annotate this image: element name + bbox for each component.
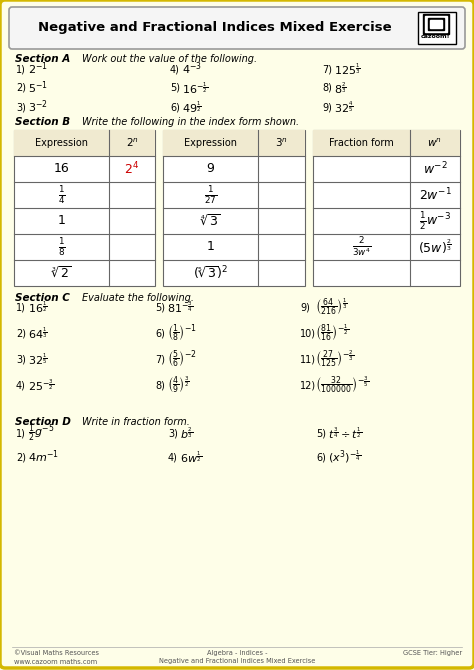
Text: Write in fraction form.: Write in fraction form. (82, 417, 190, 427)
Text: 6): 6) (170, 102, 180, 112)
Text: 5): 5) (170, 83, 180, 93)
Text: $(x^3)^{-\frac{1}{4}}$: $(x^3)^{-\frac{1}{4}}$ (328, 449, 361, 466)
Bar (418, 12, 456, 44)
Text: 4): 4) (168, 452, 178, 462)
Text: $2^{-1}$: $2^{-1}$ (28, 61, 48, 77)
Bar (425, 16, 447, 32)
Text: Work out the value of the following.: Work out the value of the following. (82, 54, 257, 64)
Text: $8^{\frac{2}{3}}$: $8^{\frac{2}{3}}$ (334, 80, 346, 96)
Text: 5): 5) (316, 428, 326, 438)
Text: 1): 1) (16, 64, 26, 74)
Text: 4): 4) (16, 380, 26, 390)
Text: Section A: Section A (15, 54, 70, 64)
Text: $4m^{-1}$: $4m^{-1}$ (28, 449, 59, 465)
Bar (313, 130, 460, 286)
Text: 6): 6) (316, 452, 326, 462)
Text: cazoom!: cazoom! (421, 34, 451, 38)
Bar (163, 130, 305, 156)
Text: Write the following in the index form shown.: Write the following in the index form sh… (82, 117, 299, 127)
Bar (14, 130, 155, 286)
Text: 4): 4) (170, 64, 180, 74)
Text: Negative and Fractional Indices Mixed Exercise: Negative and Fractional Indices Mixed Ex… (38, 21, 392, 34)
Text: $\left(\frac{64}{216}\right)^{\frac{1}{3}}$: $\left(\frac{64}{216}\right)^{\frac{1}{3… (315, 297, 348, 317)
Text: Evaluate the following.: Evaluate the following. (82, 293, 194, 303)
Text: $2w^{-1}$: $2w^{-1}$ (419, 187, 451, 203)
Text: Algebra - Indices -
Negative and Fractional Indices Mixed Exercise: Algebra - Indices - Negative and Fractio… (159, 650, 315, 665)
Text: 8): 8) (322, 83, 332, 93)
Text: $\left(\frac{32}{100000}\right)^{-\frac{3}{5}}$: $\left(\frac{32}{100000}\right)^{-\frac{… (315, 375, 369, 395)
Text: 1: 1 (207, 241, 214, 253)
Text: 5): 5) (155, 302, 165, 312)
Text: $\left(\frac{27}{125}\right)^{-\frac{2}{3}}$: $\left(\frac{27}{125}\right)^{-\frac{2}{… (315, 349, 354, 369)
Text: Expression: Expression (184, 138, 237, 148)
Text: $16^{\frac{1}{2}}$: $16^{\frac{1}{2}}$ (28, 299, 48, 315)
Text: 16: 16 (54, 163, 69, 176)
Text: 1): 1) (16, 302, 26, 312)
Text: ©Visual Maths Resources
www.cazoom maths.com: ©Visual Maths Resources www.cazoom maths… (14, 650, 99, 665)
Text: $25^{-\frac{3}{2}}$: $25^{-\frac{3}{2}}$ (28, 377, 54, 393)
Text: $2^4$: $2^4$ (125, 161, 139, 178)
Text: $81^{-\frac{3}{4}}$: $81^{-\frac{3}{4}}$ (167, 299, 193, 315)
Text: 8): 8) (155, 380, 165, 390)
Text: $3^n$: $3^n$ (275, 137, 288, 149)
Text: Section B: Section B (15, 117, 70, 127)
Text: 7): 7) (322, 64, 332, 74)
Text: 12): 12) (300, 380, 316, 390)
Text: 11): 11) (300, 354, 316, 364)
Text: $\frac{2}{3w^4}$: $\frac{2}{3w^4}$ (352, 235, 371, 259)
Text: $125^{\frac{1}{3}}$: $125^{\frac{1}{3}}$ (334, 61, 361, 77)
Text: Section C: Section C (15, 293, 70, 303)
Text: 2): 2) (16, 83, 26, 93)
Text: $\frac{1}{8}$: $\frac{1}{8}$ (58, 236, 65, 258)
Text: 6): 6) (155, 328, 165, 338)
Text: $64^{\frac{1}{3}}$: $64^{\frac{1}{3}}$ (28, 325, 48, 341)
Text: $4^{-3}$: $4^{-3}$ (182, 61, 202, 77)
Text: $2^n$: $2^n$ (126, 137, 138, 149)
Text: Section D: Section D (15, 417, 71, 427)
Text: 2): 2) (16, 452, 26, 462)
Text: 2): 2) (16, 328, 26, 338)
Text: $49^{\frac{1}{2}}$: $49^{\frac{1}{2}}$ (182, 99, 202, 115)
Text: 3): 3) (16, 102, 26, 112)
Text: 10): 10) (300, 328, 316, 338)
Bar (430, 20, 442, 28)
Text: $3^{-2}$: $3^{-2}$ (28, 98, 48, 115)
Text: 7): 7) (155, 354, 165, 364)
Text: $(\sqrt[5]{3})^2$: $(\sqrt[5]{3})^2$ (193, 265, 228, 281)
Text: 9): 9) (300, 302, 310, 312)
Text: 3): 3) (16, 354, 26, 364)
Text: 3): 3) (168, 428, 178, 438)
Text: $\frac{1}{2}w^{-3}$: $\frac{1}{2}w^{-3}$ (419, 210, 451, 232)
Bar (313, 130, 460, 156)
Bar (163, 130, 305, 286)
Text: $w^n$: $w^n$ (428, 137, 443, 149)
Text: $32^{\frac{4}{5}}$: $32^{\frac{4}{5}}$ (334, 99, 354, 115)
Text: $32^{\frac{1}{5}}$: $32^{\frac{1}{5}}$ (28, 351, 48, 367)
Text: $\sqrt[3]{2}$: $\sqrt[3]{2}$ (51, 265, 72, 281)
Text: $6w^{\frac{1}{2}}$: $6w^{\frac{1}{2}}$ (180, 449, 202, 465)
Bar (14, 130, 155, 156)
Text: Expression: Expression (35, 138, 88, 148)
Text: $\left(\frac{5}{6}\right)^{-2}$: $\left(\frac{5}{6}\right)^{-2}$ (167, 348, 197, 370)
Text: GCSE Tier: Higher: GCSE Tier: Higher (403, 650, 462, 656)
Text: $\frac{1}{2}g^{-5}$: $\frac{1}{2}g^{-5}$ (28, 422, 55, 444)
Text: 1: 1 (57, 214, 65, 228)
Text: $16^{-\frac{1}{2}}$: $16^{-\frac{1}{2}}$ (182, 80, 208, 96)
Text: $\frac{1}{27}$: $\frac{1}{27}$ (204, 184, 217, 206)
Text: $\sqrt[4]{3}$: $\sqrt[4]{3}$ (200, 214, 221, 228)
Text: $\frac{1}{4}$: $\frac{1}{4}$ (58, 184, 65, 206)
Text: $b^{\frac{2}{3}}$: $b^{\frac{2}{3}}$ (180, 425, 193, 441)
Text: $\left(\frac{81}{16}\right)^{-\frac{1}{2}}$: $\left(\frac{81}{16}\right)^{-\frac{1}{2… (315, 323, 349, 343)
FancyBboxPatch shape (9, 7, 465, 49)
Bar (423, 14, 449, 34)
Text: 9): 9) (322, 102, 332, 112)
Text: $\left(\frac{1}{8}\right)^{-1}$: $\left(\frac{1}{8}\right)^{-1}$ (167, 322, 197, 344)
Text: $w^{-2}$: $w^{-2}$ (423, 161, 447, 178)
Bar (428, 18, 444, 30)
Text: 9: 9 (207, 163, 214, 176)
Text: $\left(\frac{4}{9}\right)^{\frac{3}{2}}$: $\left(\frac{4}{9}\right)^{\frac{3}{2}}$ (167, 375, 190, 395)
Text: $t^{\frac{3}{4}} \div t^{\frac{1}{2}}$: $t^{\frac{3}{4}} \div t^{\frac{1}{2}}$ (328, 425, 362, 441)
Text: $5^{-1}$: $5^{-1}$ (28, 80, 48, 96)
Text: 1): 1) (16, 428, 26, 438)
